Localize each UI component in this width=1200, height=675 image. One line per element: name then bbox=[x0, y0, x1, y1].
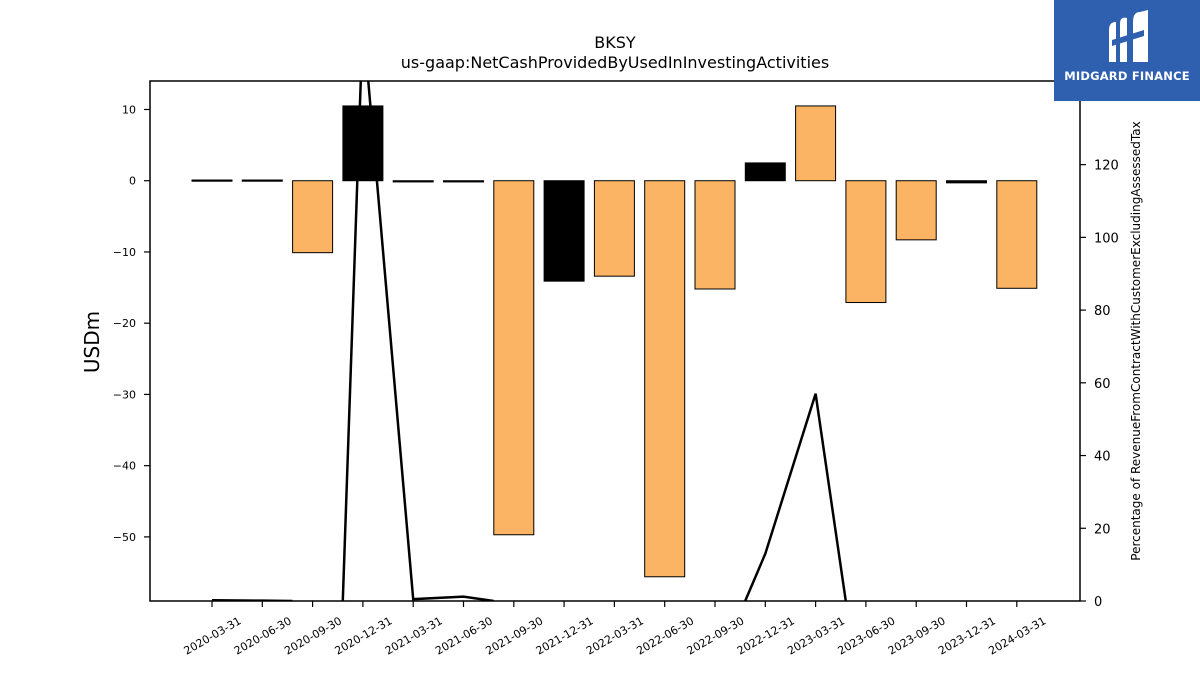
bar-2022-03-31 bbox=[593, 180, 635, 277]
chart-title: BKSY bbox=[594, 33, 636, 52]
y2-tick-label: 20 bbox=[1094, 522, 1111, 537]
midgard-logo-icon bbox=[1109, 10, 1148, 63]
y-axis-label: USDm bbox=[80, 311, 104, 373]
x-tick-label: 2024-03-31 bbox=[986, 614, 1048, 657]
bar-2020-03-31 bbox=[191, 179, 233, 182]
y-tick-label: 10 bbox=[122, 103, 136, 116]
bar-2022-12-31 bbox=[744, 162, 786, 182]
bar-2023-03-31 bbox=[795, 105, 837, 182]
bar-2020-06-30 bbox=[241, 179, 283, 182]
y-tick-label: −40 bbox=[113, 460, 136, 473]
y-tick-label: 0 bbox=[129, 175, 136, 188]
midgard-finance-logo: MIDGARD FINANCE bbox=[1054, 0, 1200, 101]
bar-2022-09-30 bbox=[694, 180, 736, 290]
y2-tick-label: 60 bbox=[1094, 377, 1111, 392]
bar-2023-12-31 bbox=[946, 180, 987, 184]
bar-2024-03-31 bbox=[996, 180, 1038, 289]
bar-series bbox=[191, 105, 1038, 578]
bar-2021-09-30 bbox=[493, 180, 535, 536]
logo-text: MIDGARD FINANCE bbox=[1064, 69, 1190, 83]
y2-tick-label: 100 bbox=[1094, 231, 1119, 246]
plot-frame bbox=[149, 80, 1081, 602]
bar-2023-09-30 bbox=[895, 180, 937, 241]
y-tick-label: −10 bbox=[113, 246, 136, 259]
y2-tick-label: 120 bbox=[1094, 159, 1119, 174]
bar-2021-12-31 bbox=[543, 180, 585, 282]
y-tick-label: −30 bbox=[113, 388, 136, 401]
y2-tick-label: 80 bbox=[1094, 304, 1111, 319]
bar-2021-03-31 bbox=[392, 180, 434, 183]
chart-subtitle: us-gaap:NetCashProvidedByUsedInInvesting… bbox=[401, 53, 829, 72]
y2-tick-label: 0 bbox=[1094, 595, 1102, 610]
y-tick-label: −20 bbox=[113, 317, 136, 330]
bar-2021-06-30 bbox=[443, 180, 484, 183]
y-tick-label: −50 bbox=[113, 531, 136, 544]
axes: 100−10−20−30−40−500204060801001202020-03… bbox=[113, 80, 1119, 658]
bar-2022-06-30 bbox=[644, 180, 686, 578]
y2-axis-label: Percentage of RevenueFromContractWithCus… bbox=[1129, 121, 1143, 560]
y2-tick-label: 40 bbox=[1094, 450, 1111, 465]
bar-2020-09-30 bbox=[292, 180, 334, 254]
bar-2023-06-30 bbox=[845, 180, 887, 304]
